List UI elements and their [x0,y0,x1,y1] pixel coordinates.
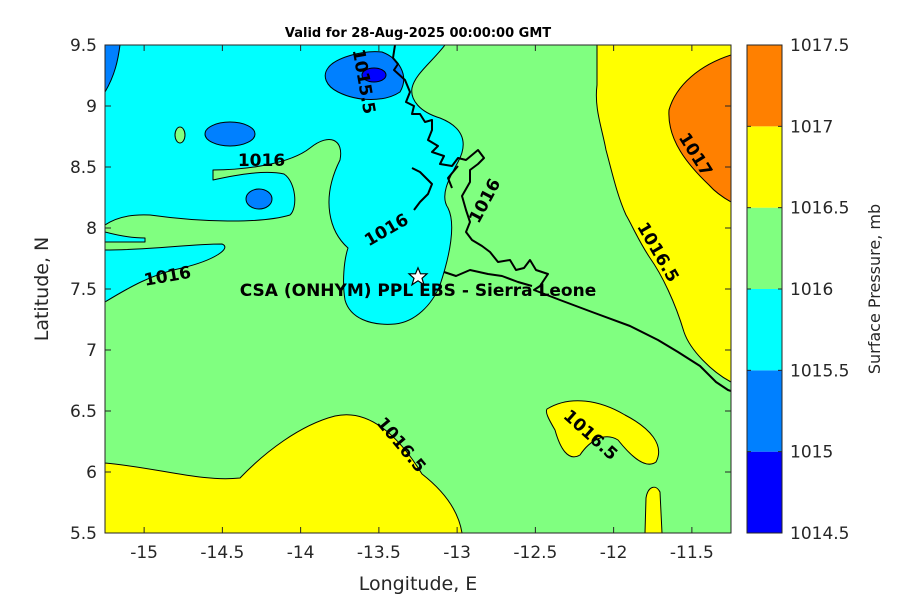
level-1015.5-region-north [105,45,464,325]
x-axis-ticks: -15 -14.5 -14 -13.5 -13 -12.5 -12 -11.5 [130,45,714,563]
x-tick-label: -15 [130,543,158,563]
level-1015-cell-center [245,188,273,210]
level-1015.5-region-southwest [105,243,226,303]
y-tick-label: 7.5 [70,280,97,300]
chart-title: Valid for 28-Aug-2025 00:00:00 GMT [285,26,551,41]
colorbar-tick-label: 1016.5 [790,199,849,219]
y-tick-label: 5.5 [70,524,97,544]
x-tick-label: -14 [287,543,315,563]
colorbar-tick-label: 1017 [790,117,833,137]
x-tick-label: -14.5 [200,543,244,563]
colorbar-segment [747,45,782,127]
y-axis-label: Latitude, N [31,237,53,342]
contour-label: 1016 [238,151,285,171]
colorbar-segment [747,370,782,452]
y-tick-label: 9 [86,97,97,117]
y-tick-label: 8 [86,219,97,239]
x-tick-label: -11.5 [670,543,714,563]
site-marker: CSA (ONHYM) PPL EBS - Sierra Leone [240,266,597,301]
level-1016.5-region-southwest [105,414,463,533]
level-1017-region [668,54,731,203]
y-tick-label: 8.5 [70,158,97,178]
colorbar-label: Surface Pressure, mb [865,204,884,374]
colorbar: 1014.5 1015 1015.5 1016 1016.5 1017 1017.5 [746,36,849,544]
x-axis-label: Longitude, E [359,573,478,595]
coastline [392,45,731,392]
level-1016.5-strip-south [644,486,663,533]
colorbar-segment [747,451,782,533]
colorbar-tick-label: 1016 [790,280,833,300]
site-label: CSA (ONHYM) PPL EBS - Sierra Leone [240,281,597,301]
x-tick-label: -12.5 [513,543,557,563]
colorbar-tick-label: 1017.5 [790,36,849,56]
star-icon [407,266,429,287]
coastline-path [392,45,731,392]
contour-field [105,45,731,533]
x-tick-label: -13.5 [357,543,401,563]
colorbar-tick-label: 1015.5 [790,361,849,381]
y-tick-label: 6.5 [70,402,97,422]
level-1016.5-cell-south [545,400,660,465]
level-1015.5-region-west [105,231,146,243]
x-tick-label: -13 [443,543,471,563]
coastline-estuary [443,269,533,287]
colorbar-tick-label: 1015 [790,443,833,463]
colorbar-tick-label: 1014.5 [790,524,849,544]
x-tick-label: -12 [600,543,628,563]
colorbar-segment [747,207,782,289]
colorbar-segment [747,289,782,371]
y-tick-label: 9.5 [70,36,97,56]
coastline-inlet-north [411,167,433,211]
coastline-estuary-2 [447,165,459,189]
level-1016-islet [174,126,186,144]
level-1015-cell-west [204,121,256,147]
y-tick-label: 7 [86,341,97,361]
colorbar-segment [747,126,782,208]
y-tick-label: 6 [86,463,97,483]
y-axis-ticks: 5.5 6 6.5 7 7.5 8 8.5 9 9.5 [70,36,731,544]
level-1014.5-core [361,67,387,83]
